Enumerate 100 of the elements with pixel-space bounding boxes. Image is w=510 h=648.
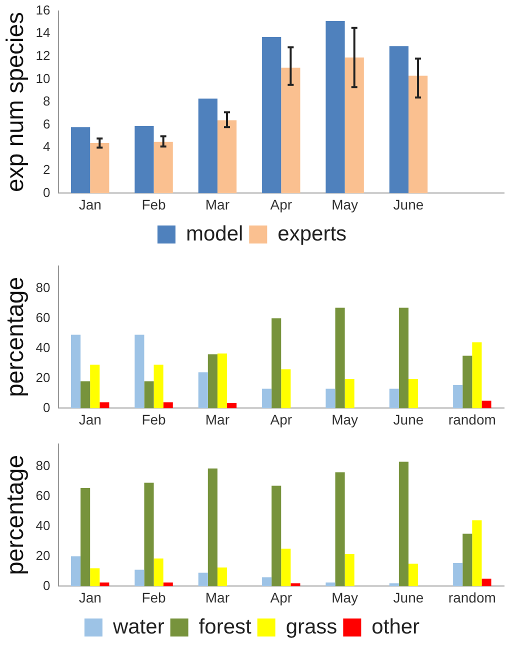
bar xyxy=(198,572,208,586)
bar xyxy=(70,556,81,586)
bar xyxy=(208,468,218,586)
bar xyxy=(462,356,472,408)
x-tick-label: Apr xyxy=(270,196,292,212)
bar xyxy=(344,554,354,586)
y-tick-label: 16 xyxy=(36,2,50,18)
bar xyxy=(472,520,482,586)
bar xyxy=(80,488,90,586)
bar xyxy=(462,534,472,586)
bar xyxy=(408,76,428,194)
bar xyxy=(154,142,173,194)
x-tick-label: May xyxy=(332,589,358,606)
x-tick-label: Jan xyxy=(78,589,102,606)
x-tick-label: May xyxy=(332,411,358,428)
legend-label: experts xyxy=(278,222,347,246)
x-tick-label: Feb xyxy=(142,589,166,606)
bar xyxy=(262,37,282,194)
y-tick-label: 60 xyxy=(36,310,50,325)
bar xyxy=(154,364,164,408)
bar xyxy=(482,578,492,586)
legend-label: water xyxy=(112,615,164,638)
x-tick-label: Mar xyxy=(205,411,230,428)
legend-label: other xyxy=(372,615,420,638)
y-tick-label: 2 xyxy=(43,162,50,177)
y-tick-label: 0 xyxy=(43,184,50,200)
x-tick-label: Feb xyxy=(142,411,166,428)
bar xyxy=(453,384,463,408)
legend-label: grass xyxy=(286,615,338,638)
legend-label: model xyxy=(186,222,244,246)
y-axis-title: percentage xyxy=(2,276,30,398)
bar xyxy=(163,402,173,408)
bar xyxy=(134,126,154,194)
bar xyxy=(272,318,282,408)
y-tick-label: 40 xyxy=(36,340,50,355)
bar xyxy=(154,558,164,586)
bar xyxy=(472,342,482,408)
y-tick-label: 20 xyxy=(36,548,50,563)
bar xyxy=(453,562,463,586)
bar xyxy=(163,582,173,586)
x-tick-label: Jan xyxy=(78,411,102,428)
bar xyxy=(408,378,418,408)
bar xyxy=(326,388,336,408)
bar xyxy=(389,388,399,408)
bar xyxy=(70,334,81,408)
bar xyxy=(335,472,345,586)
bar xyxy=(144,482,154,586)
bar xyxy=(227,402,237,408)
y-tick-label: 80 xyxy=(36,280,50,295)
bar xyxy=(389,46,408,194)
x-tick-label: Mar xyxy=(205,196,230,212)
x-tick-label: Mar xyxy=(205,589,230,606)
legend-label: forest xyxy=(198,615,252,638)
bar xyxy=(217,120,237,194)
y-tick-label: 80 xyxy=(36,458,50,473)
bar xyxy=(398,308,408,408)
x-tick-label: Feb xyxy=(142,196,166,212)
y-tick-label: 4 xyxy=(43,139,50,154)
y-tick-label: 14 xyxy=(36,25,50,40)
bar xyxy=(389,583,399,586)
bar xyxy=(482,400,492,408)
bar xyxy=(272,486,282,586)
bar xyxy=(198,372,208,408)
x-tick-label: Apr xyxy=(270,411,292,428)
bar xyxy=(90,568,100,586)
y-tick-label: 20 xyxy=(36,370,50,385)
bar xyxy=(408,564,418,586)
bar xyxy=(134,570,144,586)
bar xyxy=(90,364,100,408)
bar xyxy=(335,308,345,408)
bar xyxy=(262,388,272,408)
bar xyxy=(217,353,228,408)
y-tick-label: 6 xyxy=(43,116,50,132)
bar xyxy=(217,567,228,586)
bar xyxy=(326,582,336,586)
x-tick-label: random xyxy=(448,411,496,428)
x-tick-label: June xyxy=(393,196,424,212)
bar xyxy=(144,381,154,408)
bar xyxy=(198,98,218,194)
bar xyxy=(80,381,90,408)
bar xyxy=(398,462,408,586)
bar xyxy=(70,127,90,194)
y-tick-label: 12 xyxy=(36,48,50,63)
bar xyxy=(344,378,354,408)
bar xyxy=(262,577,272,586)
bar xyxy=(290,583,300,586)
y-axis-title: exp num species xyxy=(2,12,30,192)
x-tick-label: Jan xyxy=(78,196,102,212)
y-tick-label: 40 xyxy=(36,518,50,533)
bar xyxy=(281,548,291,586)
bar xyxy=(100,582,110,586)
bar xyxy=(344,58,364,194)
bar xyxy=(90,143,110,194)
bar xyxy=(281,369,291,408)
y-tick-label: 8 xyxy=(43,94,50,109)
x-tick-label: June xyxy=(393,411,424,428)
bar xyxy=(281,68,300,194)
y-axis-title: percentage xyxy=(2,454,30,576)
x-tick-label: random xyxy=(448,589,496,606)
bar xyxy=(326,21,345,194)
